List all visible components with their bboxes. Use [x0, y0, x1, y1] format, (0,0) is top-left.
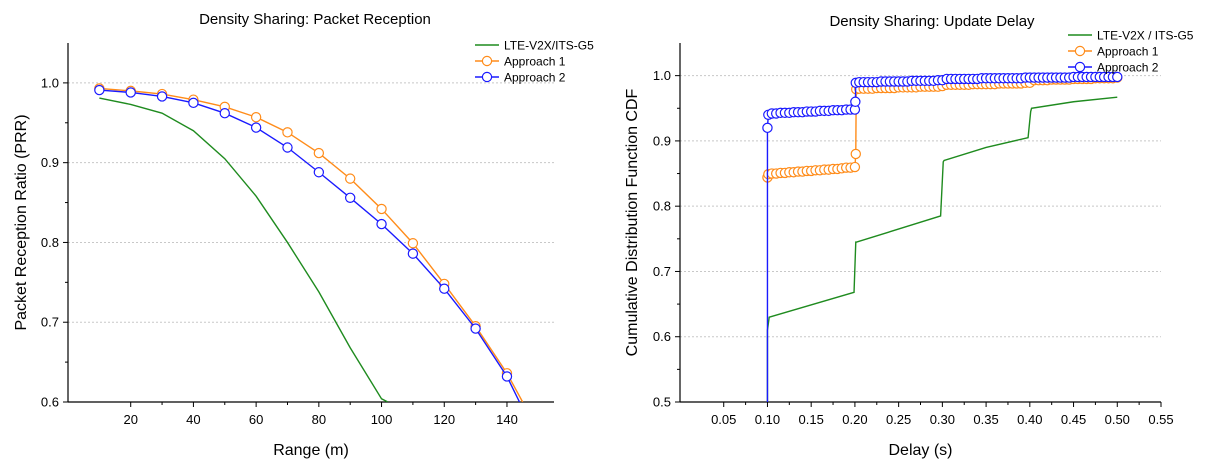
data-point — [849, 161, 861, 173]
x-tick-label: 0.30 — [930, 412, 955, 427]
legend-label: Approach 2 — [1097, 61, 1159, 75]
data-point — [313, 167, 325, 178]
x-tick-label: 0.50 — [1105, 412, 1130, 427]
data-point — [407, 248, 419, 259]
legend-label: Approach 1 — [504, 55, 566, 69]
data-point — [282, 142, 293, 153]
legend-label: Approach 1 — [1097, 45, 1159, 59]
x-tick-label: 0.35 — [973, 412, 998, 427]
legend-label: LTE-V2X/ITS-G5 — [504, 39, 594, 53]
chart-packet-reception: 20 40 60 80 100 120 140 0.6 0.7 0.8 0.9 1.0 Density … — [13, 11, 594, 459]
y-axis-label: Packet Reception Ratio (PRR) — [13, 114, 30, 330]
x-tick-label: 0.05 — [711, 412, 736, 427]
data-point — [344, 192, 356, 203]
series-line-2 — [766, 76, 1118, 402]
y-tick-label: 0.9 — [41, 155, 59, 170]
y-tick-label: 0.8 — [41, 235, 59, 250]
data-point — [94, 84, 105, 96]
data-point — [850, 96, 861, 107]
data-point — [250, 111, 262, 123]
data-point — [470, 323, 481, 334]
plot-area — [94, 83, 524, 402]
data-point — [125, 87, 136, 98]
plot-area — [762, 71, 1123, 402]
data-point — [850, 148, 861, 160]
series-line-2 — [99, 89, 521, 402]
data-point — [250, 122, 262, 133]
legend: LTE-V2X/ITS-G5 Approach 1 Approach 2 — [475, 39, 594, 85]
data-point — [313, 147, 325, 159]
data-point — [407, 238, 419, 249]
y-tick-label: 0.9 — [653, 133, 671, 148]
x-axis-label: Delay (s) — [888, 442, 952, 459]
series-line-1 — [766, 76, 1118, 178]
data-point — [439, 283, 450, 294]
y-tick-label: 0.8 — [653, 199, 671, 214]
data-point — [376, 218, 387, 230]
y-tick-label: 0.6 — [41, 395, 59, 410]
x-tick-label: 120 — [433, 412, 455, 427]
x-tick-label: 0.10 — [755, 412, 780, 427]
chart-title: Density Sharing: Packet Reception — [199, 11, 431, 28]
y-axis-label: Cumulative Distribution Function CDF — [624, 88, 641, 356]
x-tick-label: 0.45 — [1061, 412, 1086, 427]
x-tick-label: 20 — [123, 412, 137, 427]
legend-marker — [1074, 61, 1086, 73]
y-tick-label: 1.0 — [653, 68, 671, 83]
series-line-1 — [99, 87, 524, 402]
legend-marker — [1074, 45, 1086, 57]
x-tick-label: 0.15 — [799, 412, 824, 427]
chart-title: Density Sharing: Update Delay — [829, 13, 1035, 30]
x-tick-label: 0.40 — [1017, 412, 1042, 427]
x-tick-label: 0.20 — [842, 412, 867, 427]
chart-update-delay: 0.05 0.10 0.15 0.20 0.25 0.30 0.35 0.40 0.45 0.50… — [624, 13, 1194, 459]
x-tick-label: 60 — [249, 412, 263, 427]
data-point — [376, 203, 387, 215]
series-line-0 — [766, 96, 1118, 402]
legend-label: Approach 2 — [504, 71, 566, 85]
legend: LTE-V2X / ITS-G5 Approach 1 Approach 2 — [1068, 29, 1194, 75]
y-tick-label: 0.6 — [653, 329, 671, 344]
x-tick-label: 0.25 — [886, 412, 911, 427]
series-line-0 — [99, 97, 389, 402]
data-point — [501, 371, 513, 382]
y-tick-label: 1.0 — [41, 75, 59, 90]
y-tick-label: 0.7 — [41, 315, 59, 330]
data-point — [762, 122, 773, 134]
legend-marker — [481, 71, 493, 83]
x-tick-label: 0.55 — [1148, 412, 1173, 427]
x-tick-label: 100 — [371, 412, 393, 427]
data-point — [344, 173, 356, 184]
data-point — [282, 127, 293, 138]
y-tick-label: 0.5 — [653, 395, 671, 410]
data-point — [1112, 71, 1123, 83]
x-tick-label: 140 — [496, 412, 518, 427]
x-tick-label: 40 — [186, 412, 200, 427]
y-tick-label: 0.7 — [653, 264, 671, 279]
x-tick-label: 80 — [312, 412, 326, 427]
data-point — [188, 97, 199, 109]
legend-label: LTE-V2X / ITS-G5 — [1097, 29, 1194, 43]
data-point — [156, 91, 168, 102]
legend-marker — [481, 55, 493, 67]
data-point — [219, 108, 230, 119]
x-axis-label: Range (m) — [273, 442, 349, 459]
